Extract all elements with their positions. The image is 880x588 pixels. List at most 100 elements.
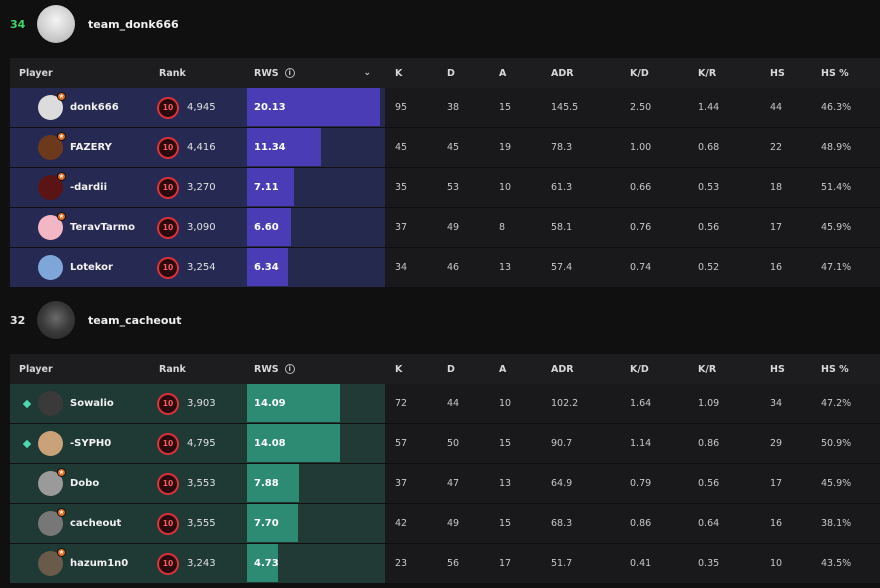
rws-value: 6.34 bbox=[254, 262, 279, 273]
column-header-player[interactable]: Player bbox=[10, 58, 153, 88]
player-avatar[interactable]: ★ bbox=[38, 92, 66, 120]
rws-value: 14.09 bbox=[254, 398, 286, 409]
column-header-hs-percent[interactable]: HS % bbox=[811, 354, 880, 384]
column-header-d[interactable]: D bbox=[437, 58, 489, 88]
stat-hs-percent: 48.9% bbox=[811, 128, 880, 168]
team-avatar[interactable] bbox=[37, 5, 75, 43]
column-header-rank[interactable]: Rank bbox=[153, 58, 247, 88]
premium-badge-icon: ★ bbox=[57, 92, 66, 101]
player-avatar[interactable] bbox=[38, 255, 63, 280]
column-header-rws[interactable]: RWS i bbox=[247, 354, 385, 384]
player-cell[interactable]: ★ -dardii bbox=[10, 168, 153, 208]
table-row[interactable]: ★ hazum1n0 10 3,243 4.73 23 56 17 51.7 0.41 0… bbox=[10, 544, 880, 584]
stat-adr: 51.7 bbox=[541, 544, 620, 584]
table-row[interactable]: Sowalio 10 3,903 14.09 72 44 10 102.2 1.64 1.… bbox=[10, 384, 880, 424]
stat-headshots: 29 bbox=[760, 424, 811, 464]
stat-assists: 10 bbox=[489, 384, 541, 424]
player-avatar[interactable]: ★ bbox=[38, 548, 66, 576]
player-cell[interactable]: ★ TeravTarmo bbox=[10, 208, 153, 248]
team-name[interactable]: team_cacheout bbox=[88, 313, 182, 327]
rws-bar bbox=[247, 208, 291, 246]
rws-value: 20.13 bbox=[254, 102, 286, 113]
stat-kills: 45 bbox=[385, 128, 437, 168]
player-avatar[interactable]: ★ bbox=[38, 508, 66, 536]
stat-headshots: 16 bbox=[760, 248, 811, 288]
column-header-k[interactable]: K bbox=[385, 354, 437, 384]
column-header-hs[interactable]: HS bbox=[760, 354, 811, 384]
skill-level-icon: 10 bbox=[157, 256, 179, 279]
column-header-adr[interactable]: ADR bbox=[541, 58, 620, 88]
player-name[interactable]: -SYPH0 bbox=[70, 438, 112, 449]
player-name[interactable]: cacheout bbox=[70, 518, 122, 529]
player-cell[interactable]: ★ Dobo bbox=[10, 464, 153, 504]
table-row[interactable]: Lotekor 10 3,254 6.34 34 46 13 57.4 0.74 0.52… bbox=[10, 248, 880, 288]
table-row[interactable]: ★ FAZERY 10 4,416 11.34 45 45 19 78.3 1.00 0.… bbox=[10, 128, 880, 168]
rws-cell: 7.70 bbox=[247, 504, 385, 544]
column-header-rank[interactable]: Rank bbox=[153, 354, 247, 384]
player-cell[interactable]: ★ donk666 bbox=[10, 88, 153, 128]
player-cell[interactable]: ★ cacheout bbox=[10, 504, 153, 544]
player-name[interactable]: TeravTarmo bbox=[70, 222, 135, 233]
stat-deaths: 49 bbox=[437, 208, 489, 248]
player-name[interactable]: -dardii bbox=[70, 182, 108, 193]
player-avatar[interactable]: ★ bbox=[38, 212, 66, 240]
rws-value: 6.60 bbox=[254, 222, 279, 233]
team-avatar[interactable] bbox=[37, 301, 75, 339]
player-name[interactable]: donk666 bbox=[70, 102, 119, 113]
stat-kr: 0.56 bbox=[688, 464, 760, 504]
stat-hs-percent: 51.4% bbox=[811, 168, 880, 208]
info-icon[interactable]: i bbox=[284, 363, 295, 374]
column-header-player[interactable]: Player bbox=[10, 354, 153, 384]
table-row[interactable]: ★ TeravTarmo 10 3,090 6.60 37 49 8 58.1 0.76… bbox=[10, 208, 880, 248]
player-avatar[interactable]: ★ bbox=[38, 468, 66, 496]
column-header-kr[interactable]: K/R bbox=[688, 58, 760, 88]
column-header-hs-percent[interactable]: HS % bbox=[811, 58, 880, 88]
stat-assists: 8 bbox=[489, 208, 541, 248]
stat-kr: 0.53 bbox=[688, 168, 760, 208]
player-name[interactable]: FAZERY bbox=[70, 142, 112, 153]
table-row[interactable]: ★ Dobo 10 3,553 7.88 37 47 13 64.9 0.79 0.56 1… bbox=[10, 464, 880, 504]
column-header-rws[interactable]: RWS i ⌄ bbox=[247, 58, 385, 88]
info-icon[interactable]: i bbox=[284, 67, 295, 78]
table-row[interactable]: -SYPH0 10 4,795 14.08 57 50 15 90.7 1.14 0.86… bbox=[10, 424, 880, 464]
player-elo: 3,243 bbox=[187, 558, 216, 569]
table-row[interactable]: ★ cacheout 10 3,555 7.70 42 49 15 68.3 0.86 0… bbox=[10, 504, 880, 544]
player-cell[interactable]: ★ FAZERY bbox=[10, 128, 153, 168]
player-name[interactable]: Dobo bbox=[70, 478, 100, 489]
skill-level-icon: 10 bbox=[157, 216, 179, 239]
table-row[interactable]: ★ -dardii 10 3,270 7.11 35 53 10 61.3 0.66 0.… bbox=[10, 168, 880, 208]
player-cell[interactable]: -SYPH0 bbox=[10, 424, 153, 464]
player-name[interactable]: hazum1n0 bbox=[70, 558, 129, 569]
player-cell[interactable]: ★ hazum1n0 bbox=[10, 544, 153, 584]
player-avatar[interactable]: ★ bbox=[38, 172, 66, 200]
chevron-down-icon[interactable]: ⌄ bbox=[363, 67, 371, 78]
player-elo: 4,795 bbox=[187, 438, 216, 449]
player-cell[interactable]: Sowalio bbox=[10, 384, 153, 424]
rws-cell: 20.13 bbox=[247, 88, 385, 128]
column-header-d[interactable]: D bbox=[437, 354, 489, 384]
column-header-a[interactable]: A bbox=[489, 354, 541, 384]
column-header-a[interactable]: A bbox=[489, 58, 541, 88]
player-name[interactable]: Lotekor bbox=[70, 262, 113, 273]
table-row[interactable]: ★ donk666 10 4,945 20.13 95 38 15 145.5 2.50… bbox=[10, 88, 880, 128]
column-header-hs[interactable]: HS bbox=[760, 58, 811, 88]
player-avatar[interactable]: ★ bbox=[38, 132, 66, 160]
column-header-kd[interactable]: K/D bbox=[620, 354, 688, 384]
stat-hs-percent: 38.1% bbox=[811, 504, 880, 544]
column-header-kd[interactable]: K/D bbox=[620, 58, 688, 88]
player-avatar[interactable] bbox=[38, 431, 63, 456]
player-avatar[interactable] bbox=[38, 391, 63, 416]
rws-value: 4.73 bbox=[254, 558, 279, 569]
rws-value: 7.11 bbox=[254, 182, 279, 193]
player-elo: 3,903 bbox=[187, 398, 216, 409]
rank-cell: 10 3,243 bbox=[153, 544, 247, 584]
team-name[interactable]: team_donk666 bbox=[88, 17, 179, 31]
column-header-kr[interactable]: K/R bbox=[688, 354, 760, 384]
table-header-row: Player Rank RWS i K D A ADR K/D K/R HS HS… bbox=[10, 354, 880, 384]
column-header-adr[interactable]: ADR bbox=[541, 354, 620, 384]
stat-kr: 0.35 bbox=[688, 544, 760, 584]
player-name[interactable]: Sowalio bbox=[70, 398, 114, 409]
stat-kr: 0.86 bbox=[688, 424, 760, 464]
player-cell[interactable]: Lotekor bbox=[10, 248, 153, 288]
column-header-k[interactable]: K bbox=[385, 58, 437, 88]
